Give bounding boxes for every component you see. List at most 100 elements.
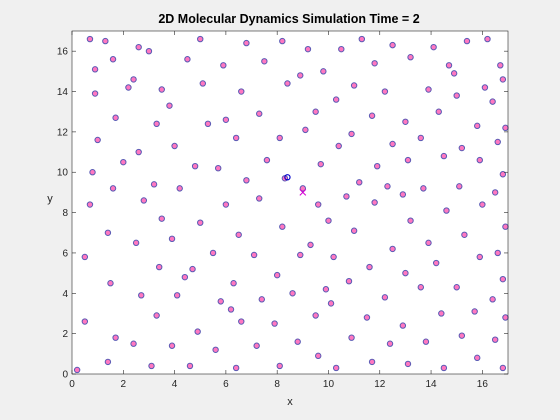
particle-point [176,185,183,192]
particle-point [302,126,309,134]
particle-point [91,90,99,97]
particle-point [158,215,165,222]
particle-point [425,239,432,247]
particle-point [153,120,160,128]
particle-point [222,116,230,123]
particle-point [461,231,468,238]
particle-point [184,56,191,63]
particle-point [171,142,178,150]
particle-point [404,156,412,164]
particle-point [453,284,460,291]
particle-point [138,292,145,299]
particle-point [479,201,486,208]
chart-title: 2D Molecular Dynamics Simulation Time = … [158,12,419,26]
particle-point [194,328,201,335]
tracked-particle-marker [284,174,291,181]
particle-point [315,201,322,208]
particle-point [450,70,458,77]
particle-point [417,284,424,291]
y-tick-label: 10 [57,168,69,179]
particle-point [271,320,278,327]
particle-point [484,35,491,43]
x-tick-label: 12 [374,379,386,390]
particle-point [476,253,483,261]
particle-point [489,296,496,303]
particle-point [499,364,507,372]
particle-point [199,80,207,87]
particle-point [453,92,460,99]
particle-point [258,296,265,303]
x-tick-label: 0 [69,379,75,390]
particle-point [499,171,507,178]
particle-point [238,88,245,95]
particle-point [494,138,501,146]
particle-point [91,66,99,73]
particle-point [150,181,158,188]
particle-point [402,269,409,277]
particle-point [463,37,471,45]
particle-point [273,271,281,279]
particle-point [132,239,140,247]
particle-point [158,86,165,93]
particle-point [279,223,286,230]
particle-point [345,277,353,285]
particle-point [284,80,291,87]
x-tick-label: 2 [121,379,127,390]
particle-point [332,96,340,103]
particle-point [232,134,240,142]
particle-point [458,332,466,339]
particle-point [297,251,304,259]
particle-point [384,183,391,190]
particle-point [168,342,176,349]
y-tick-label: 16 [57,47,69,58]
particle-point [109,185,117,192]
particle-point [389,41,396,49]
particle-point [315,352,322,360]
particle-point [445,62,453,69]
particle-point [420,185,427,192]
particle-point [307,241,314,249]
particle-point [81,253,89,261]
particle-point [109,56,117,63]
y-tick-label: 14 [57,87,69,98]
particle-point [432,259,440,267]
particle-point [86,201,94,208]
particle-point [386,340,394,347]
y-tick-label: 2 [62,329,68,340]
particle-point [243,39,250,47]
particle-point [407,54,414,61]
particle-point [368,358,376,366]
particle-point [212,346,219,353]
particle-point [263,156,271,164]
particle-point [322,286,330,293]
particle-point [156,263,163,271]
particle-point [189,265,196,273]
particle-point [425,86,432,93]
particle-point [435,108,442,115]
particle-point [94,136,101,144]
particle-point [130,76,137,83]
particle-point [389,245,396,253]
particle-point [181,273,189,281]
particle-point [153,312,160,319]
particle-point [491,189,499,196]
particle-point [374,162,381,170]
particle-point [363,314,371,321]
x-axis-ticks: 0 2 4 6 8 10 12 14 16 [69,31,488,390]
particle-point [381,88,389,95]
particle-point [120,158,127,166]
particle-point [102,37,109,45]
particle-point [489,98,496,105]
particle-point [191,162,199,170]
particle-point [502,314,509,321]
particle-point [125,84,132,91]
particle-point [112,114,119,121]
particle-point [135,43,142,51]
particle-point [348,130,355,138]
particle-point [440,364,448,372]
particle-point [253,342,260,349]
y-tick-label: 8 [62,208,68,219]
particle-point [474,354,481,362]
particle-point [371,60,378,67]
